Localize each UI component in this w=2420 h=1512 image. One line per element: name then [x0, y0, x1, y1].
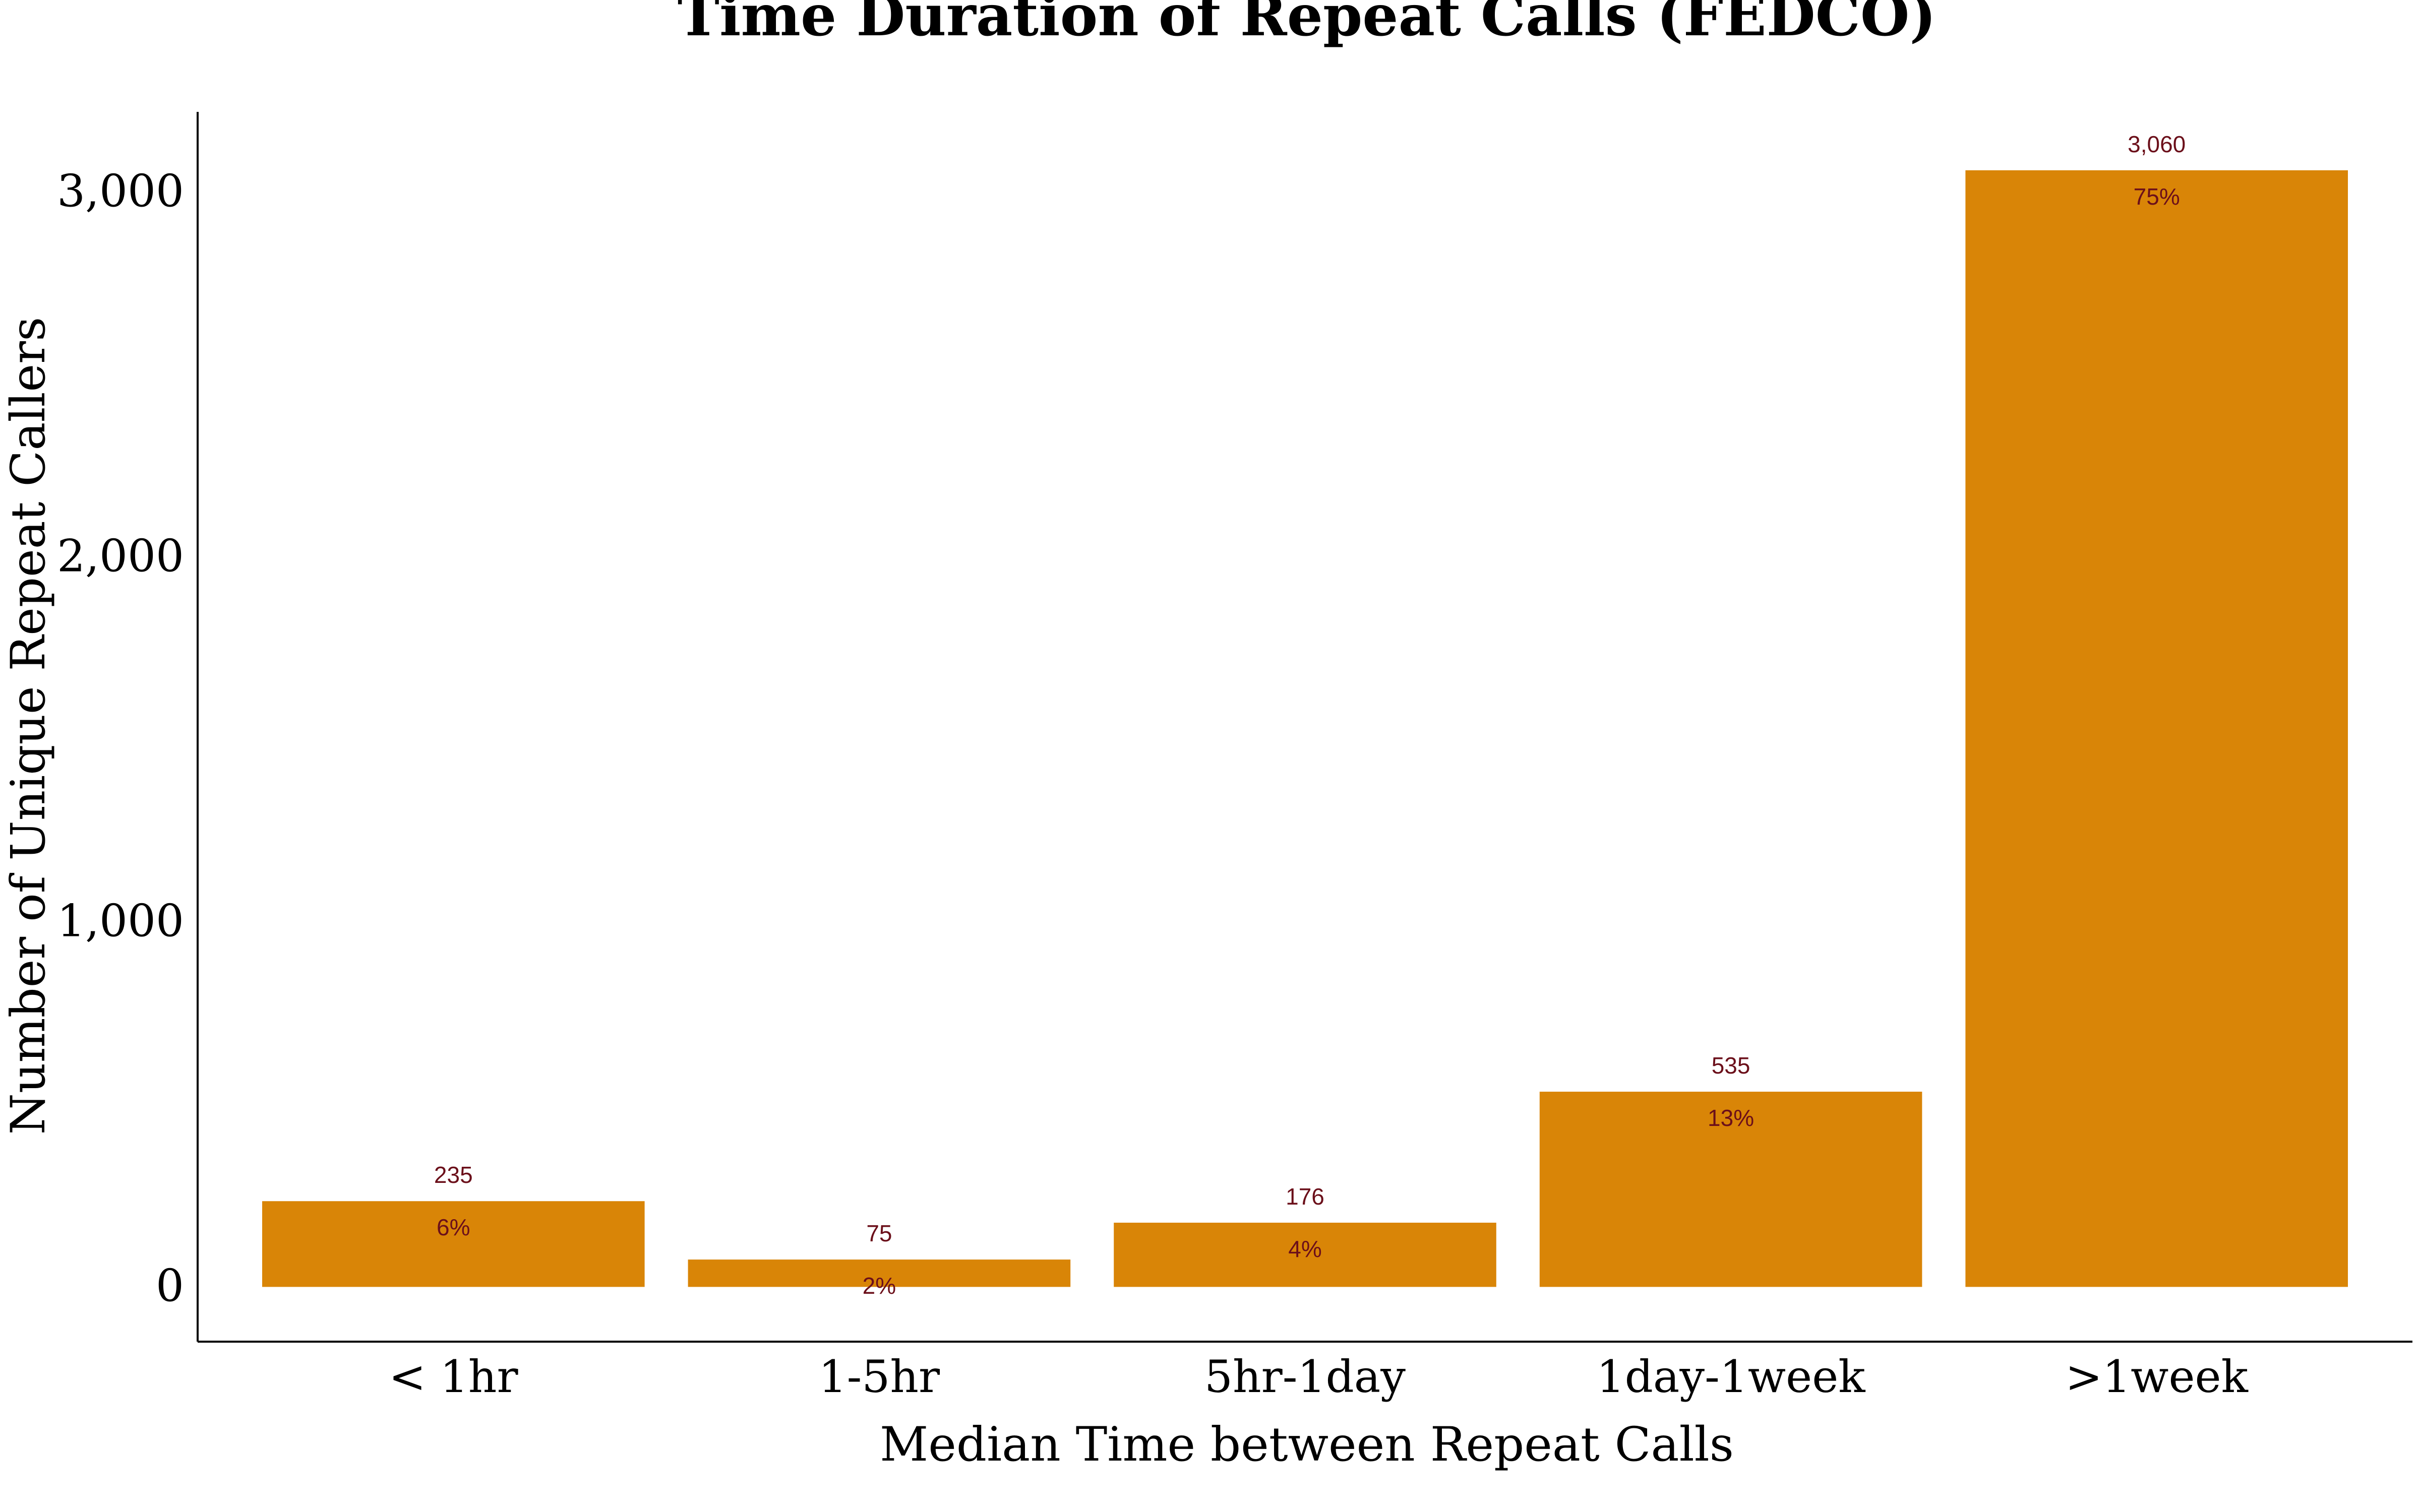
y-tick-label: 1,000 [57, 895, 184, 947]
bar-value-label: 535 [1712, 1052, 1750, 1079]
plot-area: 235 6% 75 2% 176 4% 535 13% 3,060 75% [262, 131, 2348, 1299]
x-tick-label: 1day-1week [1597, 1351, 1866, 1403]
x-axis-title: Median Time between Repeat Calls [880, 1417, 1734, 1472]
bar-percent-label: 2% [863, 1273, 896, 1299]
chart-title: Time Duration of Repeat Calls (FEDCO) [678, 0, 1937, 49]
x-tick-label: < 1hr [389, 1351, 518, 1403]
x-tick-label: >1week [2065, 1351, 2248, 1403]
bar-percent-label: 75% [2134, 183, 2180, 210]
bar-2 [1114, 1222, 1496, 1287]
y-axis: 0 1,000 2,000 3,000 [57, 165, 184, 1311]
bar-percent-label: 13% [1708, 1105, 1754, 1131]
bar-4 [1965, 170, 2348, 1287]
bar-3 [1539, 1092, 1922, 1287]
bar-percent-label: 4% [1288, 1236, 1321, 1262]
y-tick-label: 0 [156, 1259, 184, 1311]
bar-percent-label: 6% [437, 1214, 470, 1240]
x-axis: < 1hr 1-5hr 5hr-1day 1day-1week >1week [389, 1351, 2249, 1403]
bar-value-label: 235 [434, 1162, 473, 1188]
bar-value-label: 176 [1286, 1183, 1324, 1210]
bar-1 [688, 1259, 1071, 1287]
bar-value-label: 75 [866, 1220, 892, 1246]
y-axis-title: Number of Unique Repeat Callers [1, 317, 56, 1135]
x-tick-label: 1-5hr [819, 1351, 940, 1403]
y-tick-label: 2,000 [57, 530, 184, 582]
y-tick-label: 3,000 [57, 165, 184, 217]
x-tick-label: 5hr-1day [1204, 1351, 1406, 1403]
bar-0 [262, 1201, 645, 1287]
bar-value-label: 3,060 [2128, 131, 2186, 157]
